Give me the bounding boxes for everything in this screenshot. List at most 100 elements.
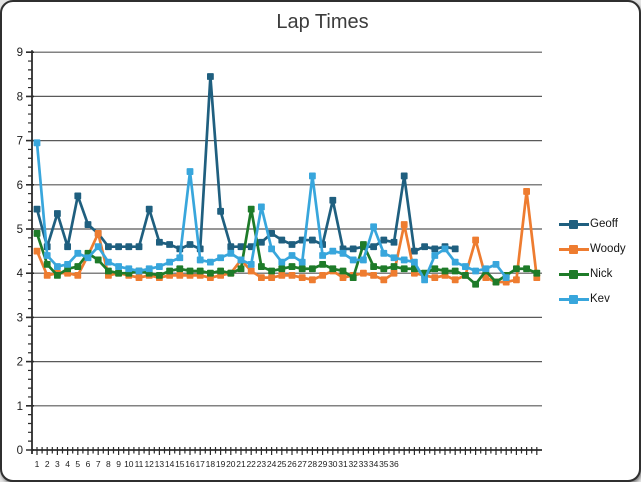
series-geoff-marker <box>125 243 133 251</box>
series-geoff-line <box>35 75 457 253</box>
series-nick-marker <box>523 265 530 273</box>
x-axis-label-28: 28 <box>308 459 318 469</box>
series-kev-marker <box>451 258 459 266</box>
series-geoff-marker <box>421 243 428 251</box>
series-geoff-marker <box>186 241 194 248</box>
legend-item-woody: Woody <box>559 240 626 258</box>
series-kev-marker <box>43 252 51 259</box>
series-nick-marker <box>278 265 286 273</box>
y-axis-label-6: 6 <box>17 180 23 192</box>
series-geoff-marker <box>33 205 41 213</box>
x-axis-label-13: 13 <box>155 459 165 469</box>
series-kev-marker <box>380 249 388 257</box>
legend-label-nick: Nick <box>590 268 613 280</box>
series-woody-marker <box>339 274 347 282</box>
x-axis-label-30: 30 <box>328 459 338 469</box>
series-nick-marker <box>247 205 255 213</box>
series-kev-marker <box>105 258 112 266</box>
series-kev-marker <box>84 254 92 262</box>
legend-label-woody: Woody <box>590 243 626 255</box>
chart-legend: Geoff Woody Nick Kev <box>559 215 626 308</box>
x-axis-label-32: 32 <box>348 459 358 469</box>
series-geoff-marker <box>84 221 92 228</box>
series-woody-marker <box>482 274 490 282</box>
series-geoff-marker <box>115 243 122 251</box>
series-woody-marker <box>176 272 184 279</box>
series-woody-marker <box>370 272 377 279</box>
series-geoff-marker <box>135 243 143 251</box>
series-geoff-marker <box>145 205 153 213</box>
y-axis-label-3: 3 <box>17 312 23 324</box>
series-nick-marker <box>462 272 469 279</box>
y-axis-label-1: 1 <box>17 401 23 413</box>
series-kev-marker <box>33 139 41 147</box>
series-woody-marker <box>268 274 275 282</box>
series-geoff-marker <box>329 196 337 204</box>
series-nick-marker <box>43 260 51 268</box>
series-geoff-marker <box>370 243 377 251</box>
x-axis-label-1: 1 <box>35 459 40 469</box>
series-nick-marker <box>156 272 163 279</box>
x-axis-label-6: 6 <box>86 459 91 469</box>
series-woody-marker <box>513 276 520 284</box>
series-kev-marker <box>166 258 173 266</box>
series-woody-marker <box>258 274 265 282</box>
series-nick-marker <box>380 265 388 273</box>
legend-item-nick: Nick <box>559 265 626 283</box>
series-woody-marker <box>431 274 439 282</box>
series-kev-marker <box>176 254 184 262</box>
series-kev-marker <box>319 252 326 259</box>
series-kev-marker <box>186 168 194 175</box>
series-woody-marker <box>400 221 408 228</box>
series-kev-marker <box>94 243 102 251</box>
series-nick-marker <box>319 260 326 268</box>
series-kev-marker <box>360 256 367 264</box>
series-geoff-marker <box>400 172 408 180</box>
chart-title: Lap Times <box>276 11 369 33</box>
series-woody-marker <box>298 274 306 282</box>
legend-marker-nick <box>559 269 589 279</box>
series-kev-marker <box>349 256 357 264</box>
series-geoff-markers <box>33 73 459 255</box>
series-geoff-marker <box>390 238 398 246</box>
series-geoff-marker <box>217 207 224 215</box>
series-nick-marker <box>176 265 184 273</box>
series-kev-marker <box>411 258 418 266</box>
series-nick-marker <box>94 256 102 264</box>
series-kev-marker <box>339 249 347 257</box>
series-nick-marker <box>339 267 347 275</box>
series-kev-marker <box>492 260 500 268</box>
series-geoff-marker <box>74 192 82 200</box>
y-axis-label-9: 9 <box>17 47 23 59</box>
series-nick-marker <box>227 269 235 277</box>
series-nick-marker <box>268 267 275 275</box>
legend-label-kev: Kev <box>590 293 610 305</box>
series-woody-marker <box>309 276 316 284</box>
series-kev-marker <box>135 267 143 275</box>
x-axis-label-4: 4 <box>65 459 70 469</box>
series-nick-marker <box>166 267 173 275</box>
series-woody-marker <box>33 247 41 255</box>
series-nick-marker <box>360 241 367 248</box>
x-axis-label-22: 22 <box>246 459 256 469</box>
x-axis-label-16: 16 <box>185 459 195 469</box>
series-woody-marker <box>74 272 82 279</box>
x-axis-label-18: 18 <box>206 459 216 469</box>
y-axis-label-8: 8 <box>17 91 23 103</box>
x-axis-label-21: 21 <box>236 459 246 469</box>
series-nick-marker <box>431 265 439 273</box>
x-axis-label-11: 11 <box>135 459 144 469</box>
series-geoff-marker <box>451 245 459 253</box>
series-woody-marker <box>247 267 255 275</box>
series-kev-marker <box>441 245 449 253</box>
x-axis-label-24: 24 <box>267 459 277 469</box>
series-kev-marker <box>298 258 306 266</box>
series-nick-marker <box>370 263 377 270</box>
x-axis-label-9: 9 <box>116 459 121 469</box>
legend-item-kev: Kev <box>559 290 626 308</box>
x-axis-label-26: 26 <box>287 459 297 469</box>
series-kev-marker <box>309 172 316 180</box>
series-kev-marker <box>462 263 469 270</box>
x-axis-label-25: 25 <box>277 459 287 469</box>
